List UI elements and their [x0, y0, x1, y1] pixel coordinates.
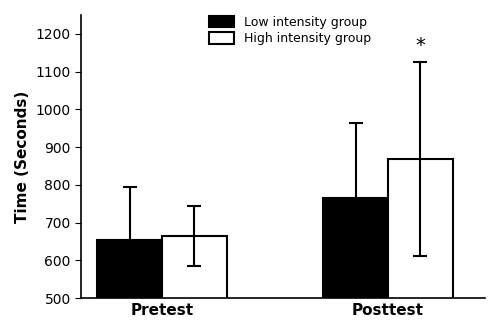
Text: *: *: [416, 36, 426, 55]
Legend: Low intensity group, High intensity group: Low intensity group, High intensity grou…: [208, 16, 370, 45]
Y-axis label: Time (Seconds): Time (Seconds): [15, 91, 30, 223]
Bar: [324, 198, 388, 333]
Bar: [98, 240, 162, 333]
Bar: [388, 159, 452, 333]
Bar: [162, 236, 226, 333]
